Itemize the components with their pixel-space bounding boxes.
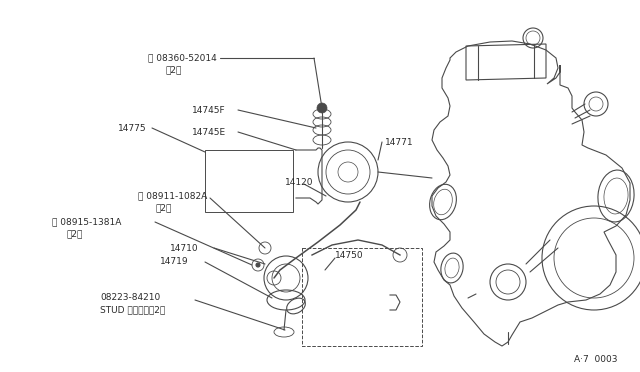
Text: 14771: 14771 (385, 138, 413, 147)
Text: Ⓢ 08360-52014: Ⓢ 08360-52014 (148, 54, 217, 62)
Text: 14750: 14750 (335, 251, 364, 260)
Text: （2）: （2） (66, 230, 83, 238)
Bar (205, 150, 293, 212)
Text: 14719: 14719 (160, 257, 189, 266)
Text: Ⓝ 08911-1082A: Ⓝ 08911-1082A (138, 192, 207, 201)
Bar (302, 248, 422, 346)
Text: A·7  0003: A·7 0003 (575, 356, 618, 365)
Circle shape (256, 263, 260, 267)
Text: 14710: 14710 (170, 244, 198, 253)
Text: Ⓧ 08915-1381A: Ⓧ 08915-1381A (52, 218, 122, 227)
Text: 08223-84210: 08223-84210 (100, 294, 160, 302)
Text: （2）: （2） (155, 203, 172, 212)
Text: 14745F: 14745F (192, 106, 226, 115)
Text: 14745E: 14745E (192, 128, 226, 137)
Circle shape (317, 103, 327, 113)
Text: （2）: （2） (165, 65, 181, 74)
Text: STUD スタッド（2）: STUD スタッド（2） (100, 305, 165, 314)
Text: 14120: 14120 (285, 177, 314, 186)
Text: 14775: 14775 (118, 124, 147, 132)
